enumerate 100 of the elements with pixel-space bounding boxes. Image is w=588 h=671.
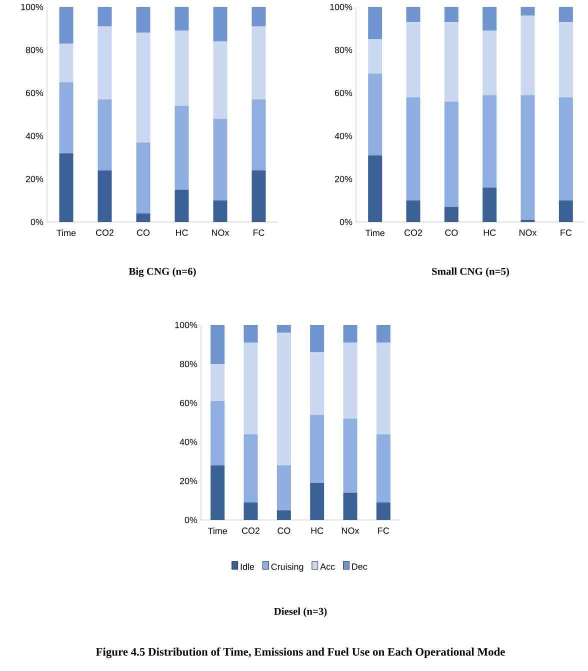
x-tick-label: Time [365,230,384,236]
x-tick-label: HC [176,230,188,236]
y-tick-label: 60% [334,90,352,96]
bar [252,26,266,100]
bar [136,142,150,214]
bar [406,7,420,22]
bar [174,106,189,190]
x-tick-label: Time [208,528,227,534]
bar [444,7,458,22]
bar [406,22,420,98]
text: Big CNG (n=6) [128,268,196,278]
bar [444,206,458,222]
x-tick-label: CO [278,528,290,534]
bar [343,325,358,343]
bar [482,188,497,222]
bar [376,325,390,343]
x-tick-label: HC [311,528,324,534]
x-tick-label: CO [136,230,150,236]
bar [376,342,390,434]
legend-label: Acc [320,564,335,570]
y-tick-label: 0% [184,516,198,524]
bar [558,22,573,98]
x-tick-label: Time [56,230,76,236]
bar [276,465,291,510]
bar [310,482,324,520]
text: Diesel (n=3) [274,608,327,618]
bar [558,7,573,22]
text: Small CNG (n=5) [432,268,510,278]
bar [310,352,324,415]
bar [310,325,324,352]
x-tick-label: CO2 [96,230,114,236]
bar [244,342,258,434]
y-tick-label: 20% [26,176,44,182]
x-tick-label: NOx [342,528,360,534]
bar [213,200,228,222]
bar [444,102,458,207]
bar [376,434,390,502]
bar [558,200,573,222]
y-tick-label: 100% [175,322,198,328]
bar [406,97,420,201]
bar [98,26,112,100]
bar [252,99,266,170]
y-tick-label: 20% [334,176,352,182]
x-tick-label: HC [484,230,496,236]
bar [210,325,225,364]
bar [520,16,535,96]
y-tick-label: 0% [340,218,352,226]
y-tick-label: 80% [180,360,198,368]
y-tick-label: 60% [180,400,198,406]
x-tick-label: FC [378,528,390,534]
bar [136,32,150,142]
bar [210,364,225,402]
y-tick-label: 40% [26,132,44,140]
bar [276,510,291,520]
legend-label: Dec [352,564,368,570]
bar [136,7,150,33]
y-tick-label: 100% [21,4,44,10]
bar [343,492,358,520]
bar [444,22,458,102]
y-tick-label: 40% [180,438,198,446]
bar [482,95,497,188]
bar [368,155,382,222]
bar [210,465,225,520]
bar [343,342,358,419]
legend-label: Cruising [271,563,304,572]
bar [59,82,74,154]
y-tick-label: 60% [26,90,44,96]
bar [59,7,74,44]
bar [276,325,291,333]
caption: Figure 4.5 Distribution of Time, Emissions and Fuel Use on Each Operational Mode [96,648,505,658]
bar [244,434,258,502]
bar [252,170,266,222]
bar [520,220,535,222]
bar [98,170,112,222]
bar [520,95,535,220]
x-tick-label: CO2 [242,528,260,534]
y-tick-label: 100% [330,4,352,10]
legend-label: Idle [240,563,254,570]
bar [213,41,228,119]
bar [174,7,189,31]
bar [98,99,112,170]
bar [59,44,74,82]
x-tick-label: CO2 [404,230,422,236]
x-tick-label: CO [445,230,458,236]
bar [482,30,497,96]
bar [276,332,291,466]
bar [310,414,324,483]
y-tick-label: 80% [334,46,352,54]
x-tick-label: NOx [520,230,537,236]
y-tick-label: 20% [180,478,198,484]
bar [244,502,258,520]
x-tick-label: NOx [212,230,230,236]
bar [368,39,382,74]
bar [520,7,535,16]
bar [482,7,497,31]
bar [174,30,189,106]
bar [174,190,189,222]
x-tick-label: FC [560,230,572,236]
y-tick-label: 80% [26,46,44,54]
bar [343,418,358,493]
